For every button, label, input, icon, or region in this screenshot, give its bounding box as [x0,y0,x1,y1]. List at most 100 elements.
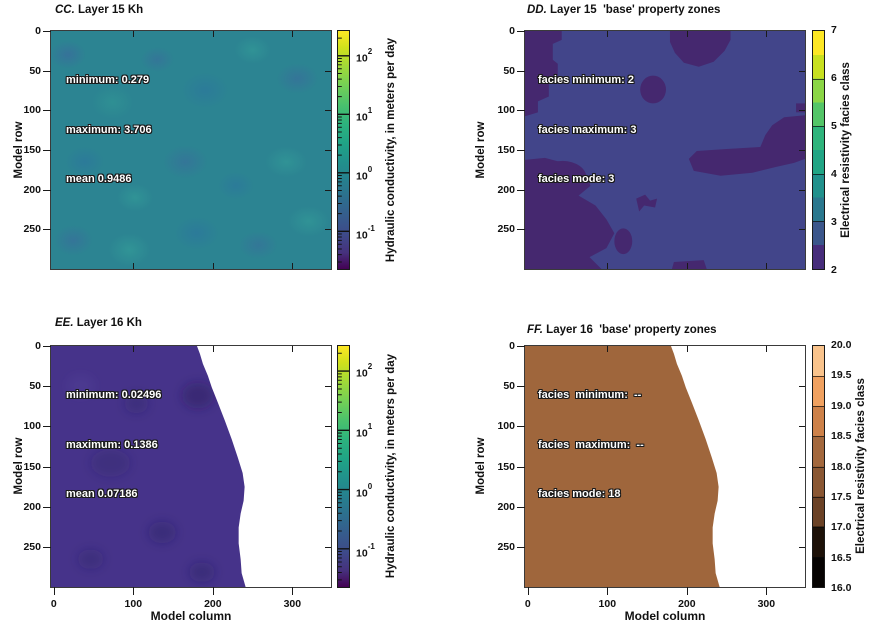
colorbar-tick-label: 19.5 [831,369,852,382]
tick-mark [43,426,51,428]
ytick-label: 0 [509,340,515,352]
colorbar-tick-line [813,496,824,498]
stat-line: maximum: 3.706 [66,123,152,136]
ytick-label: 200 [23,183,41,196]
tick-mark [43,386,51,388]
colorbar-tick-label: 100 [356,481,373,500]
tick-mark [799,386,805,388]
colorbar-tick-label: 100 [356,165,373,183]
tick-mark [43,346,51,347]
colorbar-tick-label: 4 [831,168,837,180]
tick-mark [766,31,768,37]
stat-line: maximum: 0.1386 [66,438,158,451]
xtick-label: 300 [757,598,776,610]
colorbar-tick-label: 10-1 [356,541,375,560]
panel-dd-title: DD. Layer 15 'base' property zones [527,2,720,19]
colorbar-tick-label: 102 [356,46,373,65]
ytick-label: 150 [497,144,515,156]
colorbar-tick-label: 16.5 [831,551,852,564]
colorbar-tick-line [813,526,824,528]
colorbar-tick-line [813,221,824,223]
tick-mark [799,426,805,428]
tick-mark [43,70,51,72]
tick-mark [325,229,331,231]
tick-mark [517,506,525,508]
ytick-label: 50 [29,380,41,393]
colorbar-ff-bar [812,345,825,588]
tick-mark [133,263,135,269]
x-axis-label-ee: Model column [150,609,232,623]
colorbar-tick-label: 7 [831,24,837,36]
ytick-label: 150 [23,144,41,156]
ytick-label: 0 [509,25,515,37]
tick-mark [53,587,55,595]
tick-mark [43,31,51,32]
stat-line: minimum: 0.279 [66,74,150,86]
colorbar-tick-label: 101 [356,422,373,440]
ytick-label: 50 [503,64,515,77]
colorbar-tick-line [813,173,824,175]
xtick-label: 200 [204,598,222,610]
ytick-label: 50 [29,64,41,77]
tick-mark [766,587,768,595]
tick-mark [517,229,525,231]
colorbar-tick-label: 5 [831,120,837,132]
tick-mark [517,346,525,347]
colorbar-tick-line [813,376,824,378]
ytick-label: 100 [497,420,515,433]
stat-line: facies mode: 18 [538,488,621,500]
tick-mark [43,466,51,468]
panel-cc-title: CC. Layer 15 Kh [55,2,143,19]
tick-mark [212,31,214,37]
tick-mark [517,31,525,32]
tick-mark [212,263,214,269]
tick-mark [766,346,768,352]
stats-annotation-cc: minimum: 0.279 maximum: 3.706 mean 0.948… [66,39,152,221]
tick-mark [325,189,331,191]
tick-mark [517,386,525,388]
panel-cc-letter: CC. [55,4,75,16]
tick-mark [517,70,525,72]
panel-ee-letter: EE. [55,317,74,329]
tick-mark [325,70,331,72]
ytick-label: 250 [23,540,41,553]
ytick-label: 100 [23,104,41,117]
tick-mark [799,70,805,72]
ytick-label: 100 [497,104,515,117]
tick-mark [799,189,805,191]
heatmap-dd-plot: 0 50 100 150 200 250 facies minimum: 2 f… [497,25,806,270]
ytick-label: 200 [23,500,41,513]
stat-line: minimum: 0.02496 [66,389,162,401]
tick-mark [325,466,331,468]
colorbar-cc-bar [337,30,350,270]
colorbar-cc-axis-label: Hydraulic conductivity, in meters per da… [385,37,397,263]
stats-annotation-ee: minimum: 0.02496 maximum: 0.1386 mean 0.… [66,354,161,536]
ytick-label: 50 [503,380,515,393]
panel-ff-title: FF. Layer 16 'base' property zones [527,322,717,339]
colorbar-tick-label: 101 [356,106,373,124]
tick-mark [325,150,331,151]
colorbar-tick-label: 3 [831,216,837,228]
colorbar-dd-bar [812,30,825,270]
colorbar-tick-line [813,436,824,438]
tick-mark [686,31,688,37]
xtick-label: 0 [50,598,57,610]
stat-line: mean 0.9486 [66,173,132,185]
colorbar-tick-line [813,78,824,80]
tick-mark [799,110,805,112]
colorbar-ee-tickmarks [338,352,349,581]
tick-mark [212,346,214,352]
stats-annotation-dd: facies minimum: 2 facies maximum: 3 faci… [538,39,636,221]
heatmap-cc-raster [51,31,331,269]
tick-mark [43,110,51,112]
colorbar-tick-line [813,126,824,128]
tick-mark [686,587,688,595]
heatmap-dd-raster [525,31,805,269]
stat-line: facies maximum: -- [538,438,644,451]
tick-mark [799,150,805,151]
ytick-label: 250 [497,540,515,553]
colorbar-dd: 7 6 5 4 3 2 [812,24,882,276]
heatmap-ee-plot: 0 50 100 150 200 250 0 100 200 300 minim… [23,340,332,610]
colorbar-ee: 102 101 100 10-1 [337,345,407,588]
tick-mark [43,150,51,151]
